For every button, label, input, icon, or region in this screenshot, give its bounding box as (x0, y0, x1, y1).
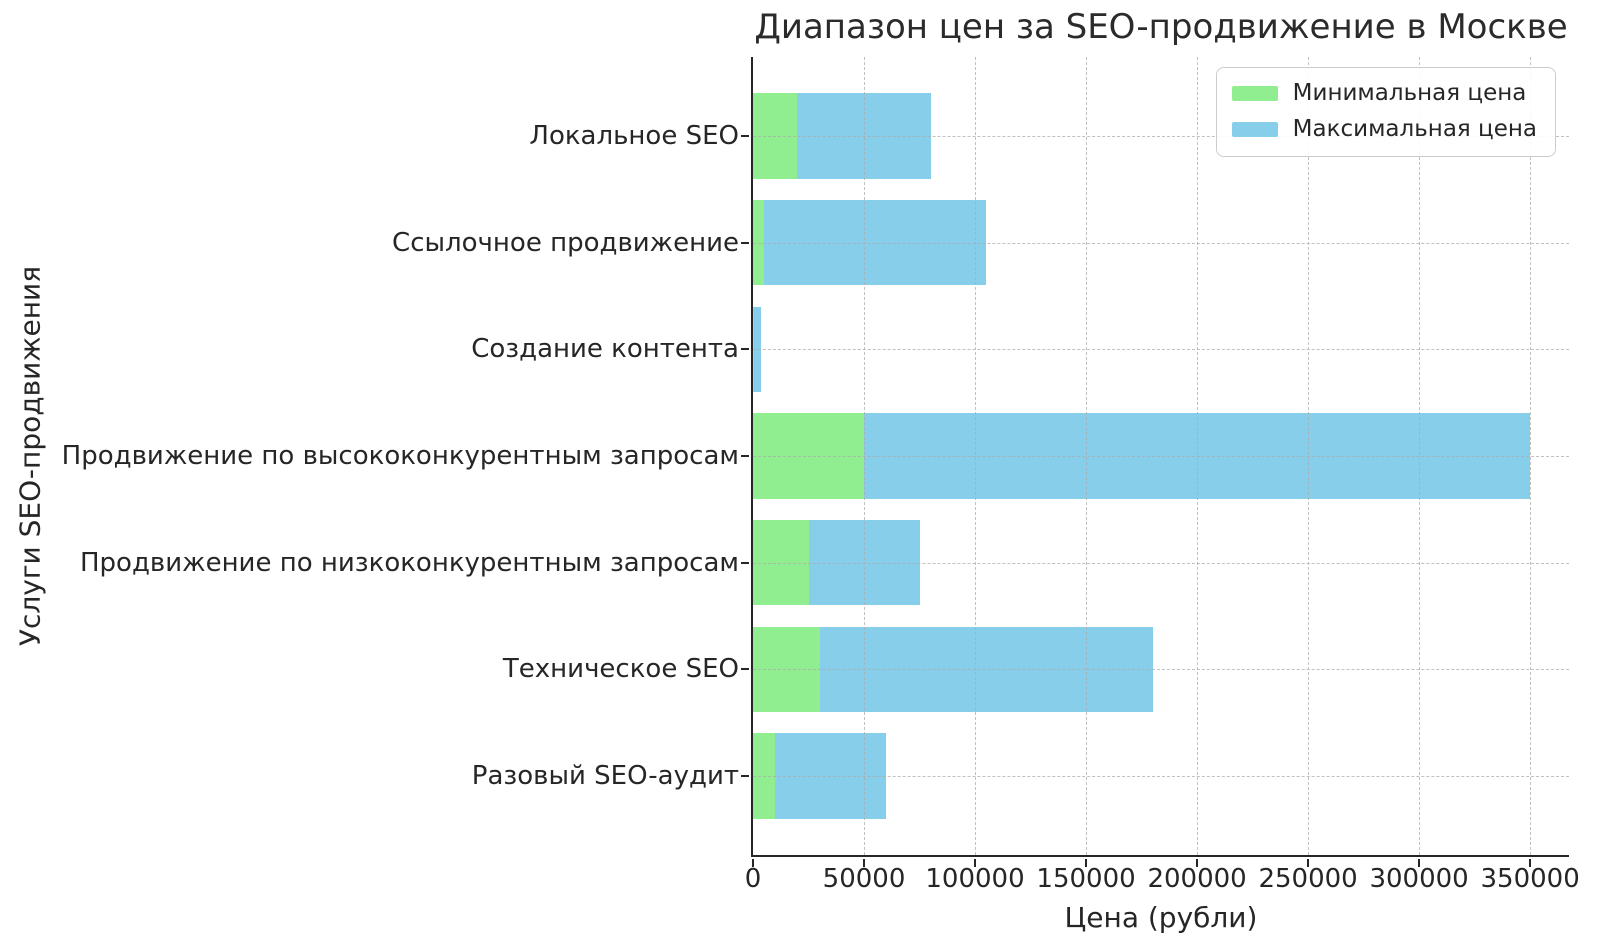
plot-area: Минимальная цена Максимальная цена (741, 57, 1569, 867)
x-tick-label: 100000 (925, 864, 1025, 894)
legend-swatch-min-icon (1231, 85, 1278, 101)
y-tick-mark (741, 455, 749, 457)
gridline-y-4 (753, 562, 1569, 564)
chart-title: Диапазон цен за SEO-продвижение в Москве (754, 7, 1568, 47)
gridline-y-2 (753, 349, 1569, 351)
gridline-y-1 (753, 242, 1569, 244)
legend-label-min: Минимальная цена (1292, 80, 1527, 106)
legend-item-max: Максимальная цена (1231, 116, 1537, 142)
x-tick-label: 350000 (1480, 864, 1580, 894)
x-tick-mark (863, 859, 866, 867)
x-tick-label: 200000 (1147, 864, 1247, 894)
x-tick-mark (1085, 859, 1088, 867)
y-tick-mark (741, 241, 749, 244)
gridline-y-6 (753, 776, 1569, 778)
y-category-label: Локальное SEO (529, 120, 739, 151)
y-category-label: Ссылочное продвижение (392, 227, 739, 258)
x-tick-label: 150000 (1036, 864, 1136, 894)
gridline-y-3 (753, 456, 1569, 457)
bar-min-3 (753, 413, 865, 499)
gridline-y-0 (753, 135, 1569, 137)
y-category-label: Техническое SEO (502, 654, 739, 685)
x-tick-mark (1418, 859, 1421, 867)
y-tick-mark (741, 775, 749, 778)
x-tick-label: 0 (744, 864, 762, 894)
x-tick-label: 300000 (1369, 864, 1469, 894)
legend-swatch-max-icon (1231, 121, 1278, 137)
legend-item-min: Минимальная цена (1231, 80, 1537, 106)
legend-label-max: Максимальная цена (1292, 116, 1537, 142)
x-tick-mark (1196, 859, 1199, 867)
gridline-y-5 (753, 669, 1569, 671)
x-tick-label: 50000 (822, 864, 906, 894)
x-axis-label: Цена (рубли) (1064, 901, 1258, 934)
y-category-label: Продвижение по низкоконкурентным запроса… (79, 547, 739, 578)
x-tick-mark (974, 859, 977, 867)
y-tick-mark (741, 668, 749, 671)
x-tick-mark (1307, 859, 1310, 867)
y-category-label: Разовый SEO-аудит (471, 761, 739, 792)
y-category-label: Создание контента (471, 334, 739, 365)
legend: Минимальная цена Максимальная цена (1215, 67, 1556, 157)
y-tick-mark (741, 561, 749, 564)
y-axis-label: Услуги SEO-продвижения (13, 265, 47, 647)
x-tick-mark (1529, 859, 1532, 867)
y-category-label: Продвижение по высококонкурентным запрос… (61, 441, 739, 471)
x-tick-label: 250000 (1258, 864, 1358, 894)
y-tick-mark (741, 348, 749, 351)
y-tick-mark (741, 134, 749, 137)
x-tick-mark (752, 859, 754, 867)
